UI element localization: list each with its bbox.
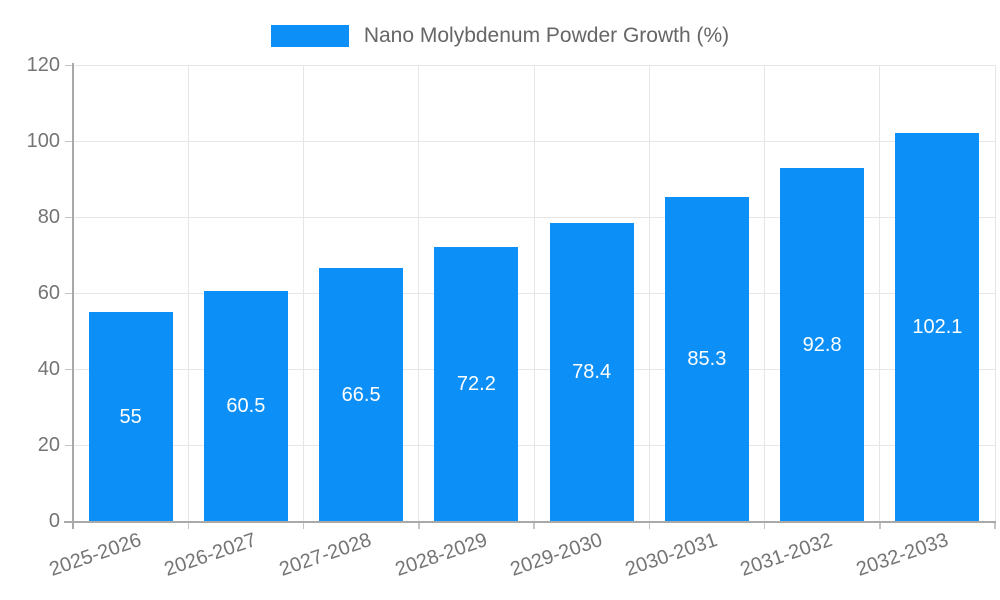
bar[interactable]: 66.5 (319, 268, 404, 521)
gridline-vertical (994, 65, 996, 521)
gridline-vertical (533, 65, 535, 521)
x-axis-tick (302, 521, 305, 529)
y-tick-label: 80 (37, 206, 60, 228)
y-tick-label: 120 (26, 54, 60, 76)
gridline-vertical (303, 65, 304, 521)
bar[interactable]: 72.2 (434, 246, 519, 521)
bar-value-label: 66.5 (341, 383, 381, 406)
x-axis-line (64, 521, 996, 523)
x-tick-label: 2029-2030 (507, 528, 606, 581)
y-axis-tick (65, 140, 73, 142)
gridline-vertical (879, 65, 881, 521)
bar-value-label: 85.3 (687, 347, 727, 370)
bar[interactable]: 92.8 (780, 168, 865, 521)
legend-label: Nano Molybdenum Powder Growth (%) (363, 24, 730, 47)
bar-value-label: 55 (119, 405, 142, 428)
y-axis-tick (65, 216, 73, 218)
bar-value-label: 60.5 (226, 395, 266, 418)
x-tick-label: 2028-2029 (392, 528, 490, 581)
y-tick-label: 100 (26, 130, 60, 152)
bar-value-label: 102.1 (912, 316, 963, 338)
bar[interactable]: 78.4 (549, 223, 634, 521)
x-axis-tick (879, 521, 881, 529)
bar[interactable]: 102.1 (895, 133, 980, 521)
x-tick-label: 2031-2032 (738, 528, 836, 581)
gridline-vertical (764, 65, 765, 521)
x-tick-label: 2025-2026 (46, 528, 145, 581)
y-axis-tick (65, 444, 73, 446)
y-tick-label: 60 (37, 282, 60, 304)
y-tick-label: 20 (37, 434, 60, 456)
gridline-vertical (418, 65, 420, 521)
x-axis-tick (187, 521, 189, 529)
chart-legend[interactable]: Nano Molybdenum Powder Growth (%) (0, 24, 1000, 48)
y-axis-tick (65, 292, 73, 294)
gridline-vertical (187, 65, 189, 521)
x-tick-label: 2026-2027 (161, 528, 260, 581)
y-axis-tick (65, 368, 73, 370)
gridline-vertical (648, 65, 650, 521)
bar[interactable]: 85.3 (664, 196, 749, 521)
x-axis-tick (763, 521, 766, 529)
bar-value-label: 78.4 (572, 361, 612, 384)
x-axis-tick (994, 521, 996, 529)
y-tick-label: 0 (48, 510, 60, 532)
x-tick-label: 2032-2033 (853, 528, 951, 581)
y-axis-line (72, 63, 74, 529)
x-axis-tick (648, 521, 650, 529)
bar[interactable]: 55 (88, 312, 173, 521)
bar-value-label: 92.8 (802, 333, 842, 356)
x-axis-tick (533, 521, 535, 529)
bar-value-label: 72.2 (456, 372, 496, 395)
x-tick-label: 2030-2031 (622, 528, 721, 581)
y-axis-tick (65, 64, 73, 66)
x-axis-tick (418, 521, 420, 529)
legend-swatch (270, 25, 349, 47)
y-tick-label: 40 (37, 358, 60, 380)
x-tick-label: 2027-2028 (277, 528, 375, 581)
bar[interactable]: 60.5 (203, 291, 288, 521)
